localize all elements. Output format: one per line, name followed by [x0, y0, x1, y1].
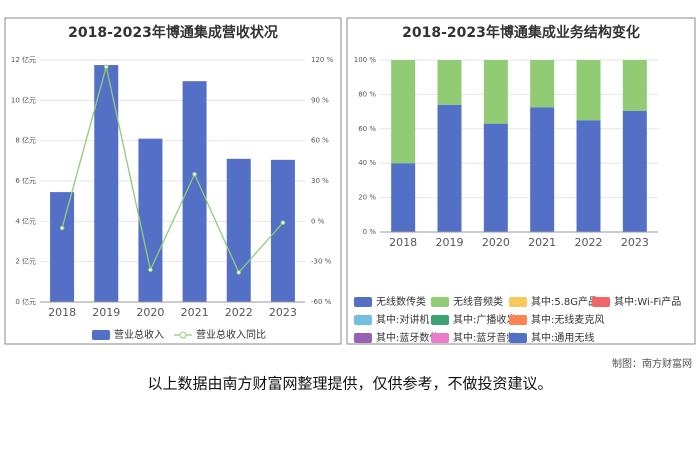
y-tick-label: 6 亿元: [15, 176, 36, 185]
bar: [270, 159, 295, 302]
x-tick-label: 2022: [225, 306, 253, 319]
legend-label: 其中:蓝牙音频: [453, 331, 516, 344]
y-tick-label: 100 %: [354, 56, 377, 64]
y-tick-label: 80 %: [358, 90, 376, 98]
bar-segment: [391, 60, 416, 164]
x-tick-label: 2022: [575, 236, 603, 249]
legend-swatch: [431, 333, 449, 343]
y2-tick-label: 90 %: [311, 96, 329, 104]
y-tick-label: 60 %: [358, 125, 376, 133]
bar-segment: [391, 163, 416, 232]
legend-swatch: [179, 331, 187, 339]
bar: [94, 65, 119, 303]
y-tick-label: 20 %: [358, 194, 376, 202]
legend-swatch: [431, 315, 449, 325]
x-tick-label: 2019: [92, 306, 120, 319]
bar-segment: [483, 60, 508, 124]
bar-segment: [622, 60, 647, 111]
y-tick-label: 8 亿元: [15, 136, 36, 145]
y-tick-label: 4 亿元: [15, 216, 36, 225]
line: [61, 66, 284, 274]
bar-segment: [576, 60, 601, 121]
bar-segment: [483, 123, 508, 232]
line-point: [192, 171, 197, 177]
line-point: [59, 225, 65, 231]
y-tick-label: 10 亿元: [11, 95, 36, 104]
x-tick-label: 2018: [48, 306, 76, 319]
y2-tick-label: -30 %: [311, 258, 332, 266]
chart-title: 2018-2023年博通集成业务结构变化: [402, 24, 640, 41]
legend-swatch: [92, 330, 110, 340]
y-tick-label: 0 亿元: [15, 297, 36, 306]
legend-label: 其中:广播收发: [453, 313, 516, 326]
y-tick-label: 12 亿元: [11, 55, 36, 64]
credit: 制图：南方财富网: [612, 357, 692, 370]
legend-label: 其中:5.8G产品: [531, 295, 598, 308]
legend-swatch: [509, 297, 527, 307]
legend-label: 营业总收入同比: [196, 328, 266, 341]
x-tick-label: 2021: [528, 236, 556, 249]
x-tick-label: 2023: [269, 306, 297, 319]
legend-label: 其中:通用无线: [531, 331, 594, 344]
bar-segment: [530, 60, 555, 108]
bar-segment: [437, 104, 462, 232]
legend-label: 其中:对讲机: [376, 313, 429, 326]
y2-tick-label: 0 %: [311, 217, 325, 225]
x-tick-label: 2020: [136, 306, 164, 319]
legend-swatch: [431, 297, 449, 307]
y-tick-label: 40 %: [358, 159, 376, 167]
footer-note: 以上数据由南方财富网整理提供，仅供参考，不做投资建议。: [147, 375, 552, 393]
bar-segment: [437, 60, 462, 105]
legend-swatch: [354, 315, 372, 325]
legend-swatch: [354, 297, 372, 307]
x-tick-label: 2019: [436, 236, 464, 249]
legend-label: 其中:无线麦克风: [531, 313, 604, 326]
bar-segment: [622, 110, 647, 232]
y2-tick-label: 120 %: [311, 56, 334, 64]
legend-swatch: [592, 297, 610, 307]
legend-label: 营业总收入: [114, 328, 164, 341]
x-tick-label: 2020: [482, 236, 510, 249]
legend-label: 无线音频类: [453, 295, 503, 308]
legend-label: 其中:Wi-Fi产品: [614, 295, 681, 308]
chart-title: 2018-2023年博通集成营收状况: [68, 24, 278, 41]
y2-tick-label: 60 %: [311, 137, 329, 145]
legend-label: 无线数传类: [376, 295, 426, 308]
y-tick-label: 2 亿元: [15, 257, 36, 266]
legend-swatch: [509, 333, 527, 343]
x-tick-label: 2021: [181, 306, 209, 319]
y-tick-label: 0 %: [363, 228, 377, 236]
line-point: [236, 270, 242, 275]
y2-tick-label: -60 %: [311, 298, 332, 306]
bar-segment: [530, 107, 555, 232]
x-tick-label: 2023: [621, 236, 649, 249]
line-point: [103, 64, 109, 70]
y2-tick-label: 30 %: [311, 177, 329, 185]
bar: [50, 192, 75, 302]
x-tick-label: 2018: [389, 236, 417, 249]
line-point: [280, 220, 286, 225]
legend-swatch: [509, 315, 527, 325]
bar: [226, 158, 251, 302]
legend-label: 其中:蓝牙数传: [376, 331, 439, 344]
line-point: [148, 267, 153, 273]
bar-segment: [576, 120, 601, 232]
bar: [138, 138, 163, 302]
legend-swatch: [354, 333, 372, 343]
